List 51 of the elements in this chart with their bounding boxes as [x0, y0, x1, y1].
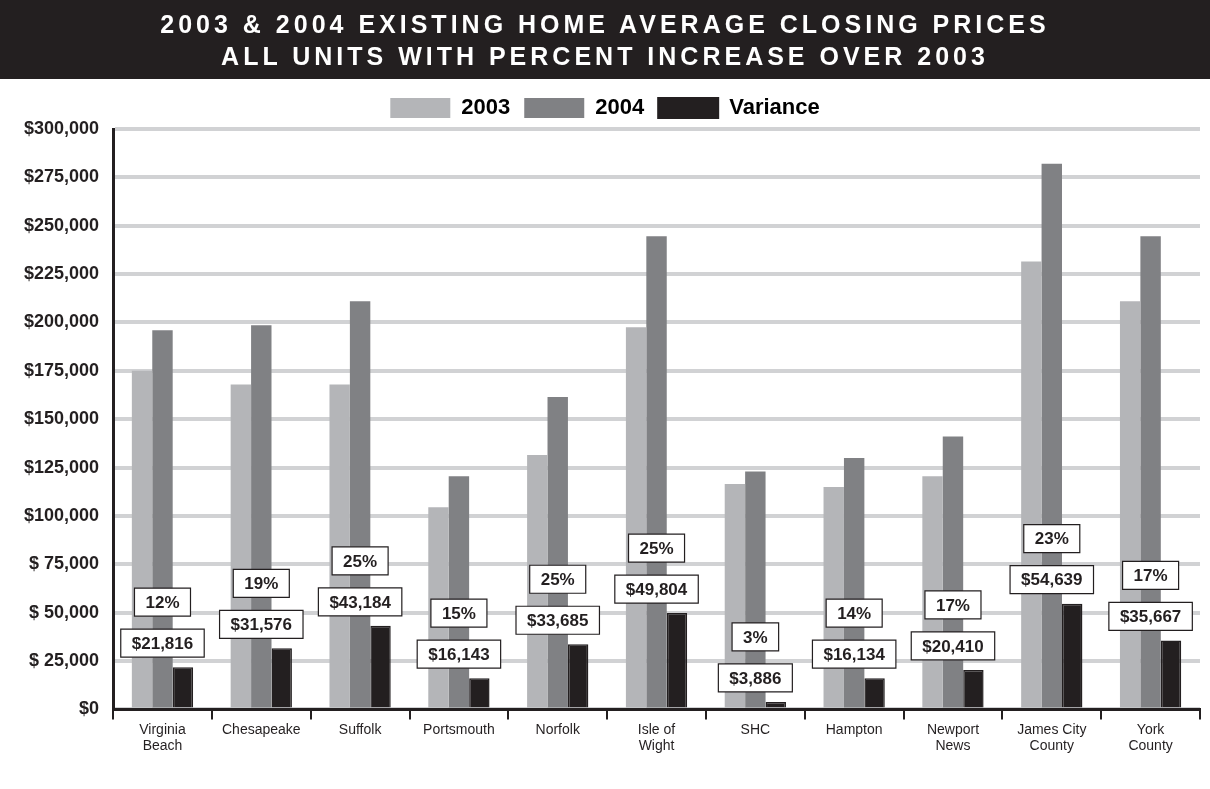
data-label: $21,816: [131, 633, 194, 653]
data-label: $43,184: [329, 592, 392, 612]
y-tick-label: $150,000: [24, 408, 100, 429]
data-label: $20,410: [922, 636, 984, 656]
y-tick-label: $250,000: [24, 214, 100, 235]
legend-label: 2004: [595, 94, 645, 120]
annotation: 14%: [837, 603, 872, 623]
annotation: 12%: [145, 592, 180, 612]
data-label: $33,685: [527, 610, 589, 630]
chart-title: 2003 & 2004 EXISTING HOME AVERAGE CLOSING PRICES: [159, 9, 1051, 40]
y-tick-label: $125,000: [24, 456, 100, 477]
chart-subtitle: ALL UNITS WITH PERCENT INCREASE OVER 2003: [220, 41, 990, 72]
annotation: 25%: [540, 569, 575, 589]
legend-label: 2003: [461, 94, 511, 120]
annotation: 25%: [343, 551, 378, 571]
x-tick-label: Norfolk: [535, 720, 581, 737]
annotation: 23%: [1034, 529, 1069, 549]
y-tick-label: $ 75,000: [29, 553, 100, 574]
y-tick-label: $ 50,000: [29, 601, 100, 622]
annotation: 19%: [244, 574, 279, 593]
data-label: $54,639: [1021, 570, 1083, 590]
annotation: 17%: [935, 595, 970, 615]
y-tick-label: $175,000: [24, 359, 100, 380]
x-tick-label: Hampton: [825, 720, 883, 737]
x-tick-label: Portsmouth: [423, 720, 495, 737]
data-label: $31,576: [230, 615, 293, 634]
x-tick-label: York County: [1128, 720, 1173, 754]
data-label: $49,804: [625, 579, 688, 599]
x-tick-label: James City County: [1017, 720, 1087, 754]
data-label: $16,134: [823, 644, 886, 664]
legend-label: Variance: [729, 94, 820, 120]
annotation: 17%: [1133, 566, 1168, 586]
annotation: 25%: [639, 538, 674, 558]
x-tick-label: SHC: [740, 720, 771, 737]
y-tick-label: $225,000: [24, 263, 100, 284]
annotation: 3%: [743, 627, 768, 647]
y-tick-label: $300,000: [24, 117, 100, 138]
x-tick-label: Suffolk: [338, 720, 383, 737]
x-tick-label: Virginia Beach: [139, 720, 186, 754]
data-label: $16,143: [428, 644, 490, 664]
x-tick-label: Chesapeake: [221, 720, 301, 737]
y-tick-label: $100,000: [24, 504, 100, 525]
data-label: $35,667: [1119, 607, 1182, 627]
y-tick-label: $200,000: [24, 311, 100, 332]
x-tick-label: Newport News: [926, 720, 980, 754]
y-tick-label: $275,000: [24, 166, 100, 187]
y-tick-label: $ 25,000: [29, 650, 100, 670]
annotation: 15%: [441, 603, 476, 623]
x-tick-label: Isle of Wight: [637, 720, 676, 754]
data-label: $3,886: [729, 668, 782, 688]
y-tick-label: $0: [79, 698, 100, 719]
